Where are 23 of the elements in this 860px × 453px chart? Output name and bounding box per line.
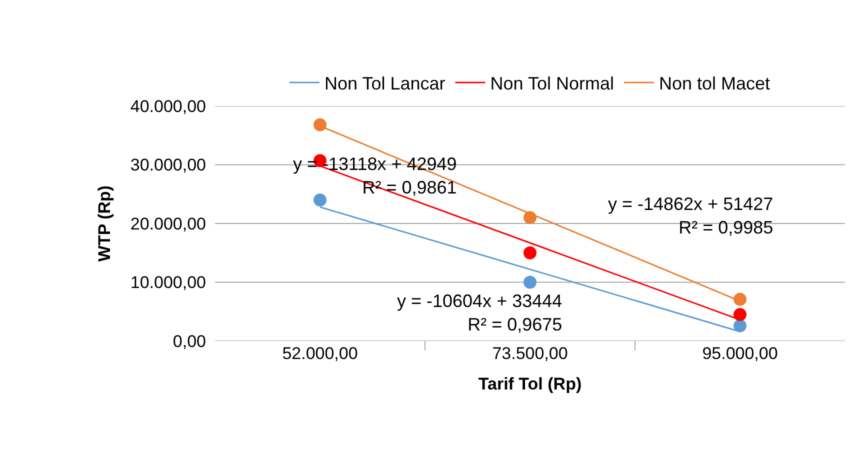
x-tick-label: 73.500,00 (492, 344, 568, 363)
x-tick-label: 52.000,00 (282, 344, 358, 363)
x-tick-label: 95.000,00 (702, 344, 778, 363)
point (734, 292, 746, 306)
point (314, 118, 326, 132)
point (314, 194, 326, 206)
y-tick-label: 20.000,00 (130, 214, 206, 234)
point (524, 246, 536, 260)
legend-label: Non Tol Lancar (324, 74, 446, 94)
point (734, 308, 746, 322)
y-tick-label: 40.000,00 (130, 96, 206, 116)
y-tick-label: 30.000,00 (130, 156, 206, 175)
annotation: y = -14862x + 51427 R² = 0,9985 (608, 194, 774, 238)
legend-label: Non Tol Normal (490, 74, 614, 94)
annotation: y = -10604x + 33444 R² = 0,9675 (397, 291, 562, 334)
y-tick-label: 0,00 (172, 332, 206, 351)
legend-label: Non tol Macet (658, 74, 770, 94)
point (524, 276, 536, 289)
point (524, 211, 536, 224)
y-axis-title: WTP (Rp) (94, 185, 114, 262)
x-axis-title: Tarif Tol (Rp) (478, 374, 582, 394)
y-tick-label: 10.000,00 (130, 273, 206, 292)
point (734, 319, 746, 332)
